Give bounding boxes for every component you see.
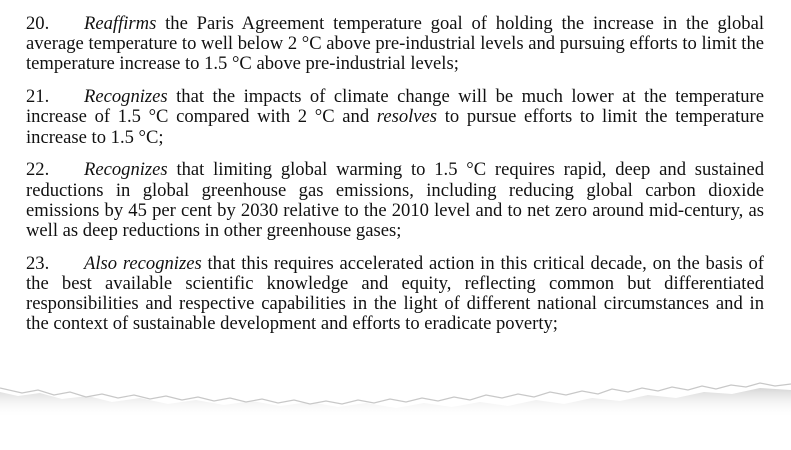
torn-edge-line — [0, 382, 791, 405]
paragraph-23: 23. Also recognizes that this requires ac… — [26, 252, 764, 335]
paragraph-number: 20. — [26, 13, 50, 34]
paragraph-text-after: to pursue efforts to limit the temperatu… — [26, 106, 764, 148]
paragraph-text: that the impacts of climate change will … — [26, 86, 764, 128]
paragraph-number: 22. — [26, 159, 50, 181]
torn-edge-paper — [0, 0, 791, 404]
paragraph-inline-italic: resolves — [376, 106, 438, 128]
paragraph-number: 23. — [26, 252, 50, 274]
paragraph-text: that limiting global warming to 1.5 °C r… — [26, 159, 764, 242]
paragraph-lead-verb: Recognizes — [84, 159, 168, 181]
torn-edge-shadow — [0, 388, 791, 418]
paragraph-text: that this requires accelerated action in… — [26, 252, 764, 335]
paragraph-lead-verb: Also recognizes — [84, 252, 202, 274]
paragraph-22: 22. Recognizes that limiting global warmi… — [26, 160, 764, 241]
paragraph-text: the Paris Agreement temperature goal of … — [26, 13, 764, 75]
paragraph-number: 21. — [26, 86, 50, 108]
paragraph-lead-verb: Recognizes — [84, 86, 168, 108]
paragraph-20: 20. Reaffirms the Paris Agreement tempera… — [26, 13, 764, 75]
document-body: 20. Reaffirms the Paris Agreement tempera… — [26, 13, 764, 347]
paragraph-21: 21. Recognizes that the impacts of climat… — [26, 87, 764, 148]
paragraph-lead-verb: Reaffirms — [84, 13, 157, 34]
